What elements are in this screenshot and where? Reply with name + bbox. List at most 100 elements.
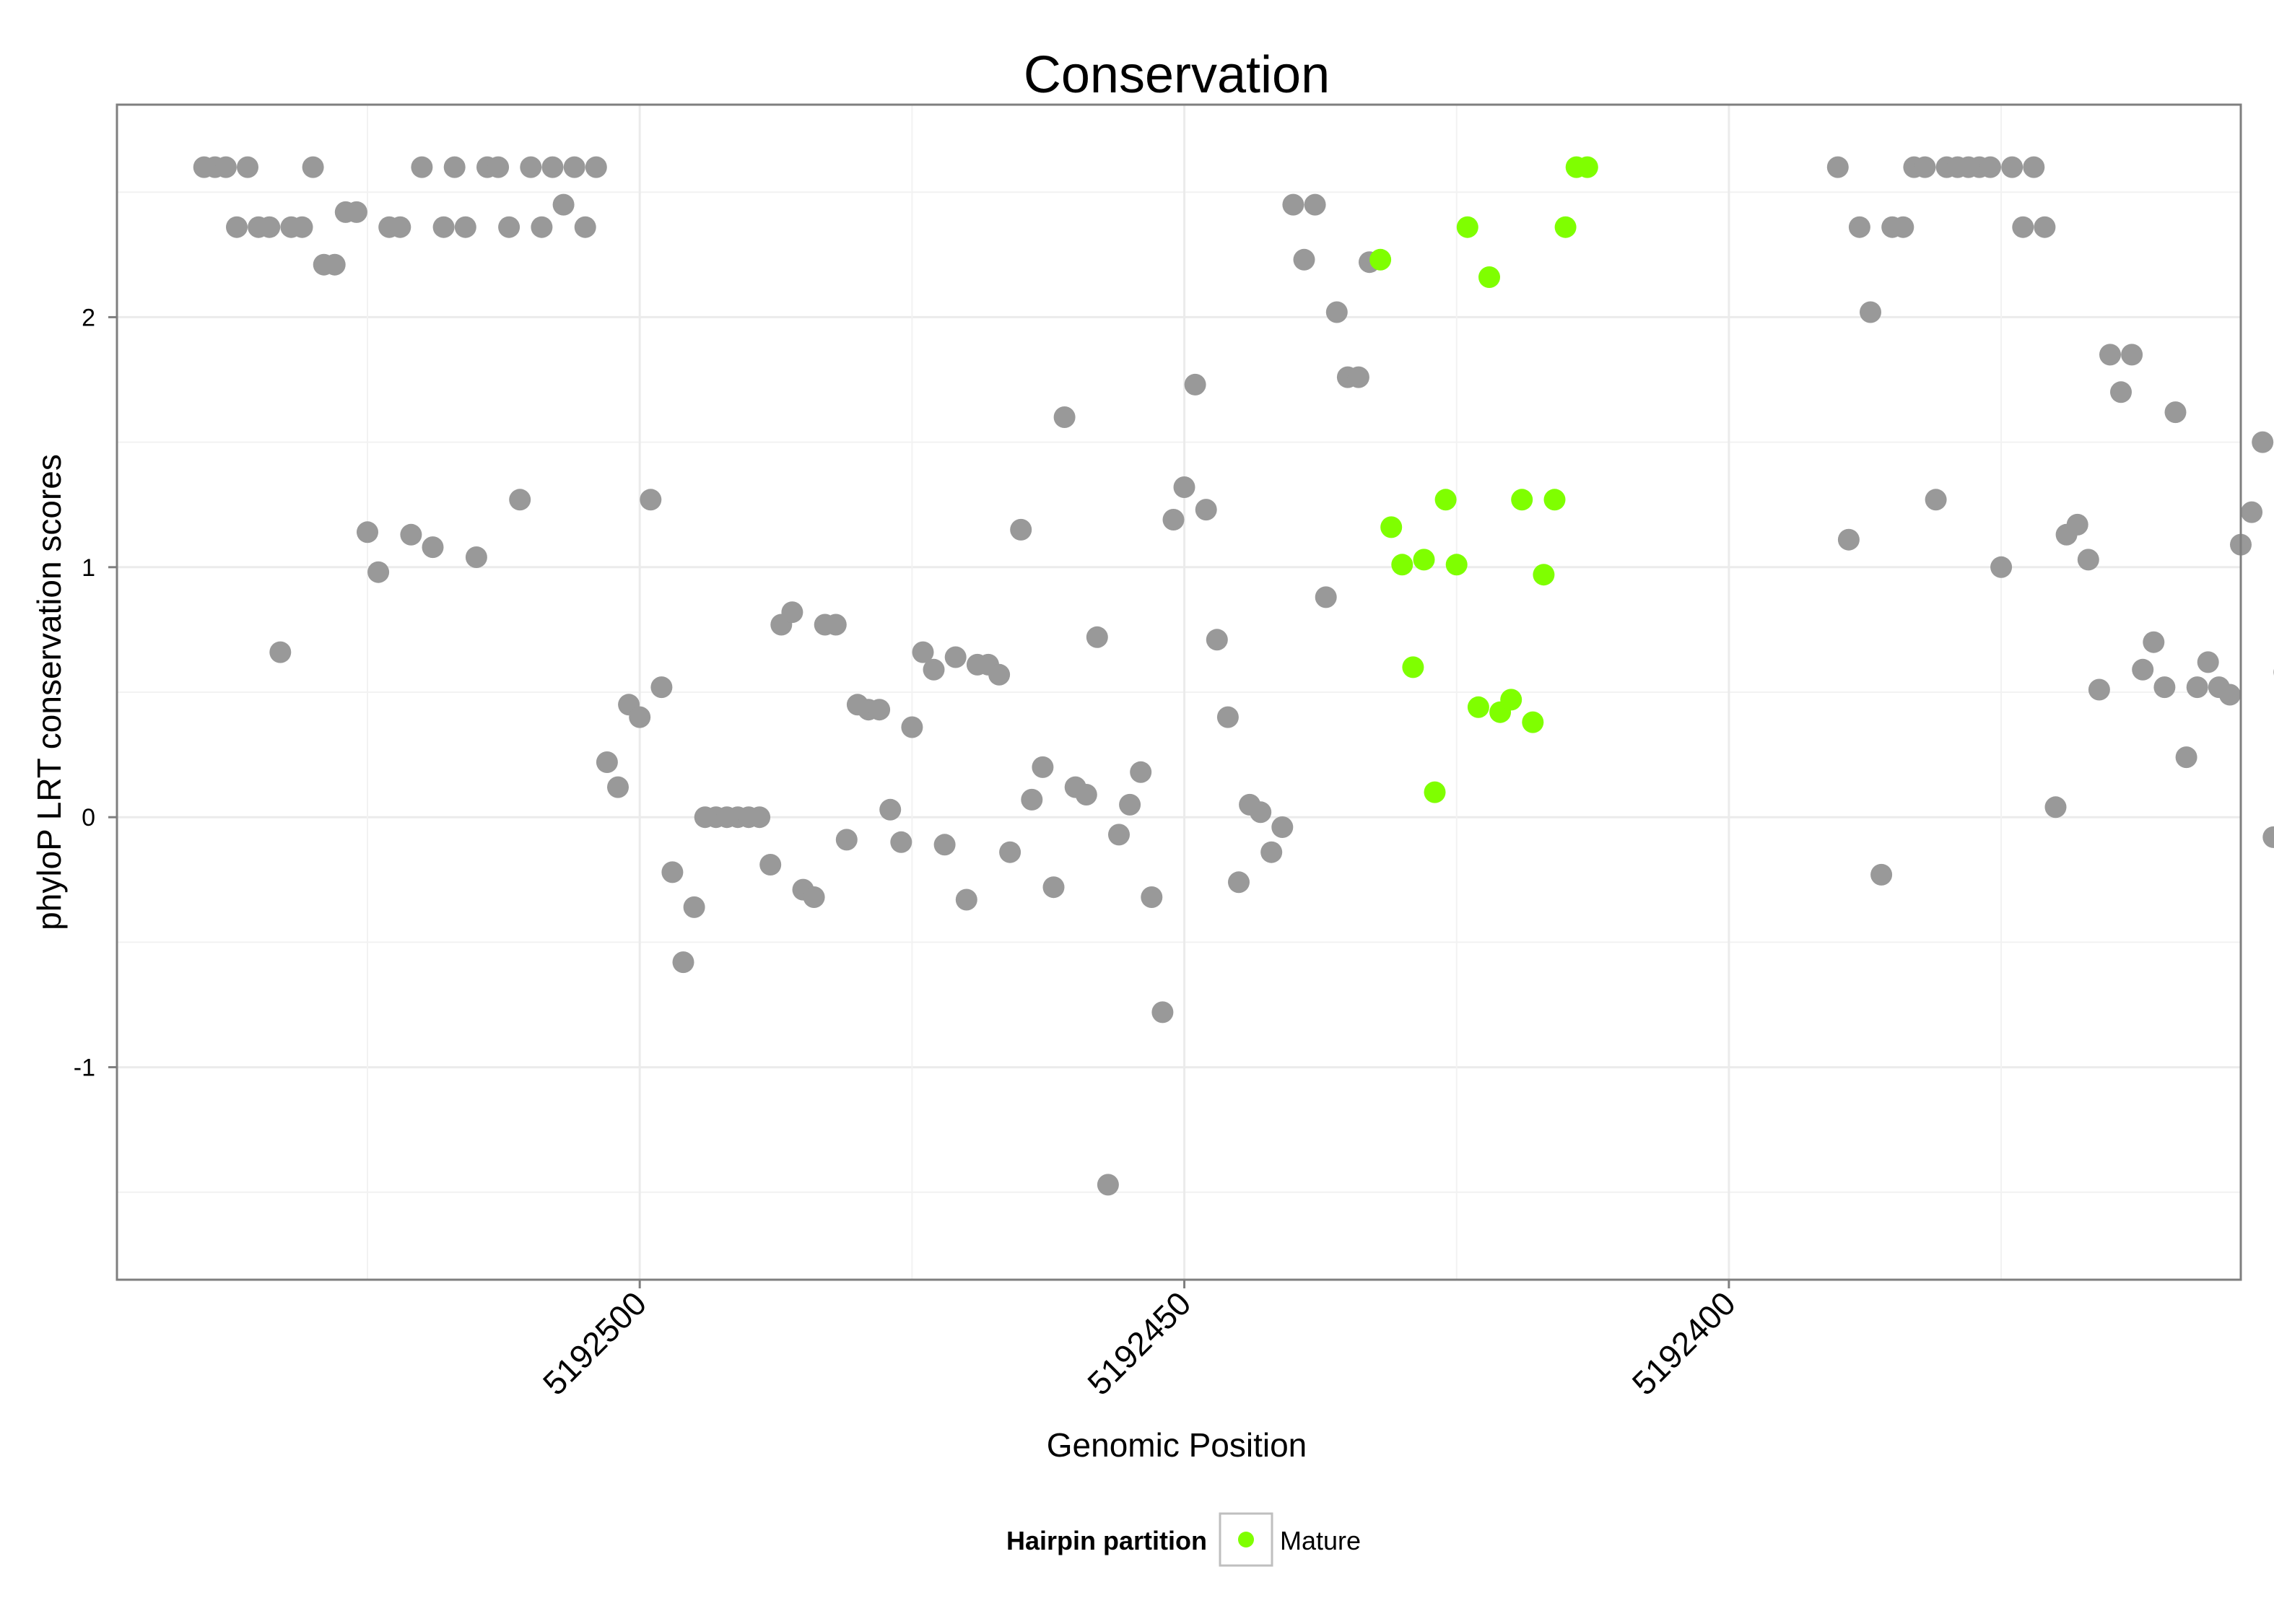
data-point — [585, 156, 607, 178]
data-point-mature — [1522, 711, 1544, 733]
data-point-mature — [1543, 489, 1566, 511]
data-point — [2241, 501, 2263, 523]
y-tick-label: 2 — [82, 304, 95, 331]
data-point-mature — [1554, 216, 1577, 238]
y-tick-label: 1 — [82, 554, 95, 582]
data-point — [226, 216, 248, 238]
data-point — [901, 716, 923, 738]
data-point-mature — [1533, 564, 1555, 586]
data-point — [759, 854, 782, 876]
data-point — [2066, 513, 2088, 536]
data-point — [999, 841, 1021, 863]
data-point — [596, 751, 618, 773]
data-point — [563, 156, 585, 178]
data-point — [988, 663, 1011, 686]
data-point-mature — [1434, 489, 1457, 511]
data-point — [1010, 518, 1032, 541]
data-point — [2077, 549, 2099, 571]
data-point-mature — [1445, 554, 1468, 576]
data-point — [2153, 676, 2176, 699]
data-point — [1860, 301, 1881, 323]
plot-panel-border — [116, 103, 2242, 1281]
data-point — [661, 861, 684, 883]
data-point — [1097, 1174, 1119, 1196]
data-point — [2262, 826, 2274, 848]
data-point — [2088, 678, 2110, 701]
data-points — [193, 156, 2274, 1196]
data-point — [1228, 871, 1250, 894]
data-point-mature — [1467, 696, 1489, 718]
y-tick-label: 0 — [82, 804, 95, 831]
data-point — [345, 201, 367, 223]
data-point — [531, 216, 553, 238]
y-tick-label: -1 — [74, 1055, 95, 1082]
data-point — [912, 641, 934, 663]
data-point — [574, 216, 596, 238]
data-point — [422, 536, 444, 559]
data-point — [302, 156, 324, 178]
data-point — [835, 829, 858, 851]
data-point — [824, 614, 847, 636]
data-point — [520, 156, 542, 178]
data-point — [541, 156, 564, 178]
data-point — [2197, 651, 2219, 673]
data-point — [1925, 489, 1947, 511]
data-point — [357, 521, 378, 543]
data-point-mature — [1402, 656, 1424, 678]
data-point-mature — [1500, 689, 1522, 711]
legend: Hairpin partition Mature — [1006, 1512, 1361, 1567]
data-point — [1870, 863, 1893, 886]
data-point — [1042, 876, 1065, 899]
data-point — [367, 561, 390, 583]
data-point-mature — [1456, 216, 1478, 238]
data-point — [1282, 193, 1304, 216]
data-point — [1293, 248, 1315, 271]
data-point — [1021, 788, 1043, 811]
y-axis-ticks: -1 0 1 2 — [74, 304, 117, 1082]
data-point — [640, 489, 662, 511]
data-point — [2252, 431, 2274, 453]
data-point — [781, 601, 803, 624]
data-point-mature — [1413, 549, 1435, 571]
data-point — [1032, 756, 1054, 778]
data-point — [607, 776, 629, 798]
data-point-mature — [1391, 554, 1413, 576]
chart-title: Conservation — [1024, 46, 1330, 104]
data-point — [683, 896, 705, 918]
data-point — [214, 156, 237, 178]
data-point — [1979, 156, 2001, 178]
data-point — [890, 831, 912, 853]
data-point — [465, 546, 487, 568]
data-point — [2023, 156, 2045, 178]
data-point — [868, 699, 891, 721]
data-point — [258, 216, 281, 238]
data-point — [1315, 586, 1337, 608]
data-point — [1892, 216, 1914, 238]
data-point — [1990, 556, 2013, 578]
data-point — [749, 806, 771, 829]
data-point — [1325, 301, 1348, 323]
data-point — [389, 216, 411, 238]
data-point — [1108, 824, 1130, 846]
data-point — [1119, 793, 1141, 816]
data-point-mature — [1478, 266, 1500, 288]
data-point — [629, 706, 651, 728]
data-point — [1216, 706, 1239, 728]
data-point — [2044, 796, 2067, 818]
data-point — [933, 834, 956, 856]
data-point — [2186, 676, 2208, 699]
data-point — [432, 216, 455, 238]
data-point — [1848, 216, 1870, 238]
data-point — [2121, 344, 2143, 366]
legend-key-mature — [1238, 1532, 1254, 1547]
data-point — [1304, 193, 1326, 216]
data-point — [1914, 156, 1936, 178]
x-axis-label: Genomic Position — [1047, 1426, 1307, 1464]
data-point — [2012, 216, 2034, 238]
data-point — [803, 886, 825, 908]
data-point — [1184, 373, 1206, 396]
data-point-mature — [1424, 781, 1446, 803]
data-point — [2143, 631, 2165, 653]
data-point — [1195, 499, 1217, 521]
